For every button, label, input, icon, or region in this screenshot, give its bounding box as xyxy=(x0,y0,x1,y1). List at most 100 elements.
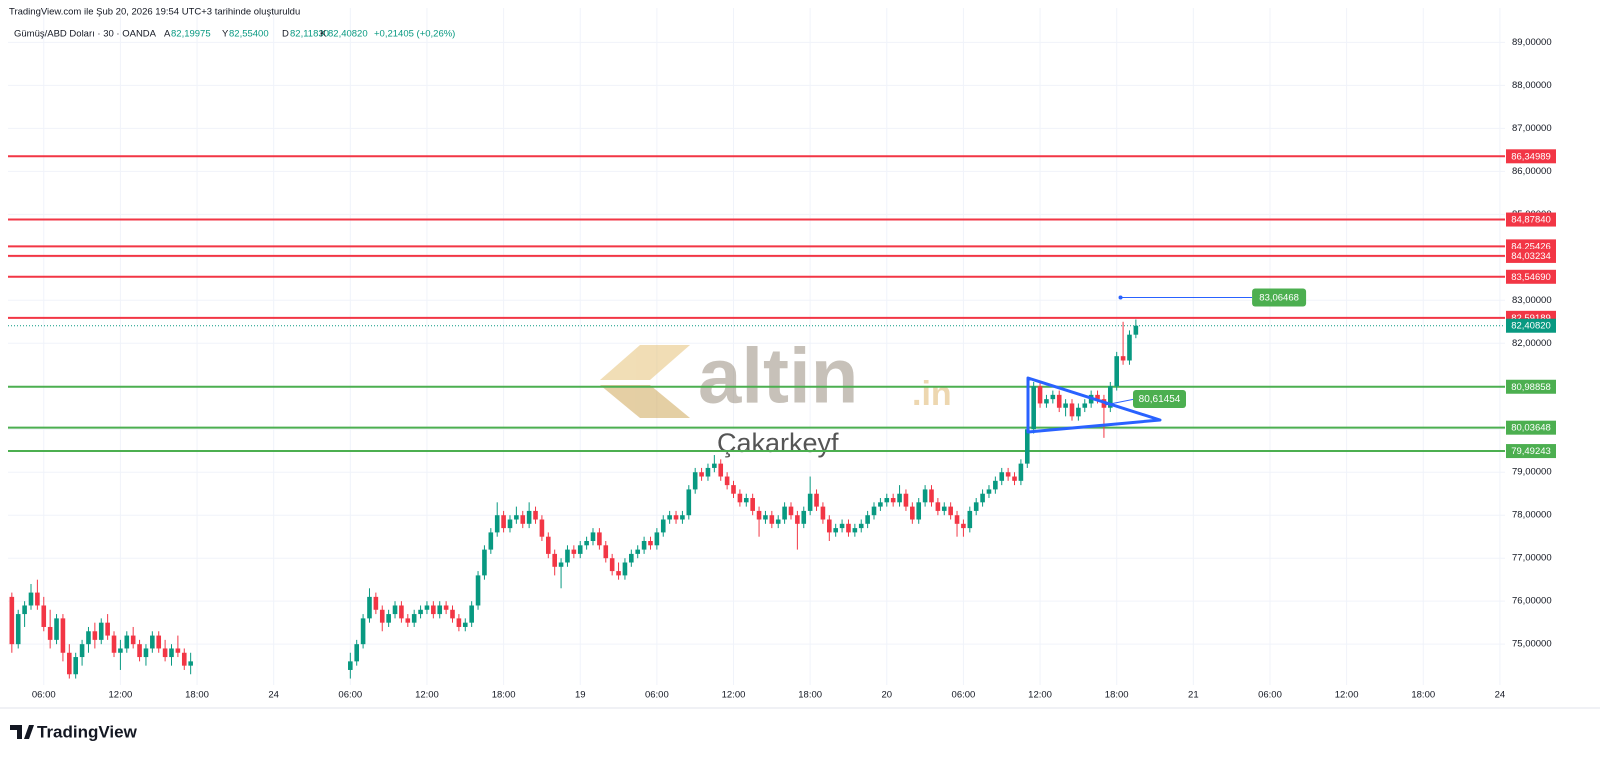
candle-body xyxy=(424,605,430,610)
level-label: 86,34989 xyxy=(1511,151,1551,162)
candle-body xyxy=(999,472,1005,481)
candle-body xyxy=(1012,476,1017,481)
candle-body xyxy=(884,498,890,503)
candle-body xyxy=(833,528,838,533)
candle-body xyxy=(47,626,53,640)
level-box xyxy=(1506,149,1556,164)
candle-body xyxy=(1120,356,1126,361)
x-tick-label: 21 xyxy=(1188,690,1199,701)
candle-body xyxy=(705,467,711,477)
y-tick-label: 82,00000 xyxy=(1512,338,1552,349)
candle-body xyxy=(858,523,864,529)
candle-body xyxy=(814,493,819,507)
candle-body xyxy=(718,463,724,477)
y-tick-label: 87,00000 xyxy=(1512,123,1552,134)
candle-body xyxy=(686,489,692,516)
candle-body xyxy=(827,519,832,533)
candle-body xyxy=(603,545,609,559)
candle-body xyxy=(577,545,583,554)
candle-body xyxy=(961,523,966,529)
candle-body xyxy=(431,605,436,615)
candle-body xyxy=(635,549,641,554)
level-label: 84,03234 xyxy=(1511,251,1551,262)
level-label: 79,49243 xyxy=(1511,446,1551,457)
candle-body xyxy=(73,657,78,675)
candle-body xyxy=(1037,386,1043,404)
candle-body xyxy=(501,515,506,529)
candle-body xyxy=(922,489,928,503)
candle-body xyxy=(360,618,366,645)
candle-body xyxy=(584,541,589,546)
candle-body xyxy=(143,648,149,658)
candle-body xyxy=(386,614,391,623)
y-tick-label: 78,00000 xyxy=(1512,510,1552,521)
ray-label: 83,06468 xyxy=(1259,293,1299,304)
level-label: 82,59189 xyxy=(1511,313,1551,324)
candle-body xyxy=(795,515,800,524)
candle-body xyxy=(986,489,992,494)
candle-body xyxy=(667,515,672,520)
candle-body xyxy=(533,510,538,520)
candle-body xyxy=(35,592,40,606)
candle-body xyxy=(520,515,526,524)
candle-body xyxy=(807,493,813,511)
candle-body xyxy=(367,596,372,619)
candles xyxy=(9,319,1139,679)
close-label: K xyxy=(320,29,327,40)
candle-body xyxy=(354,644,360,662)
candle-body xyxy=(392,605,398,615)
candle-body xyxy=(552,553,557,567)
candle-body xyxy=(156,635,162,649)
candle-body xyxy=(92,631,98,640)
x-tick-label: 18:00 xyxy=(1411,690,1435,701)
candle-body xyxy=(456,618,462,627)
candle-body xyxy=(150,635,155,649)
candle-body xyxy=(9,596,15,645)
x-tick-label: 19 xyxy=(575,690,586,701)
candle-body xyxy=(1095,394,1100,400)
watermark: altin .in xyxy=(600,332,952,420)
levels: 83,06468 xyxy=(8,155,1505,453)
candle-body xyxy=(1031,386,1036,430)
candle-body xyxy=(469,605,474,623)
candle-body xyxy=(60,618,66,653)
candle-body xyxy=(852,528,858,533)
candle-body xyxy=(379,609,385,623)
candle-body xyxy=(399,605,404,619)
candle-body xyxy=(1133,325,1139,335)
open-value: 82,19975 xyxy=(171,29,211,40)
candle-body xyxy=(539,519,545,537)
watermark-brand: altin xyxy=(698,332,858,420)
candle-body xyxy=(15,614,21,645)
symbol: Gümüş/ABD Doları · 30 · OANDA xyxy=(14,29,157,40)
candle-body xyxy=(488,532,494,550)
candle-body xyxy=(373,596,379,610)
grid xyxy=(8,8,1505,685)
x-tick-label: 20 xyxy=(881,690,892,701)
candle-body xyxy=(871,506,877,516)
x-tick-label: 06:00 xyxy=(952,690,976,701)
candle-body xyxy=(948,506,953,516)
candle-body xyxy=(462,622,468,627)
candle-body xyxy=(1076,407,1081,417)
footer-brand: TradingView xyxy=(37,722,138,741)
candle-body xyxy=(648,541,653,546)
close-value: 82,40820 xyxy=(328,29,368,40)
level-label: 84,25426 xyxy=(1511,241,1551,252)
high-label: Y xyxy=(222,29,229,40)
candle-body xyxy=(629,553,634,563)
candle-body xyxy=(897,493,902,503)
watermark-author: Çakarkeyf xyxy=(717,428,839,458)
candle-body xyxy=(437,605,443,615)
candle-body xyxy=(980,493,985,503)
candle-body xyxy=(590,532,596,542)
candle-body xyxy=(475,575,481,606)
level-label: 80,03648 xyxy=(1511,423,1551,434)
x-tick-label: 06:00 xyxy=(32,690,56,701)
y-tick-label: 89,00000 xyxy=(1512,37,1552,48)
candle-body xyxy=(820,506,826,520)
candle-body xyxy=(1069,403,1075,417)
candle-body xyxy=(1127,334,1132,361)
x-tick-label: 12:00 xyxy=(722,690,746,701)
x-tick-label: 18:00 xyxy=(1105,690,1129,701)
